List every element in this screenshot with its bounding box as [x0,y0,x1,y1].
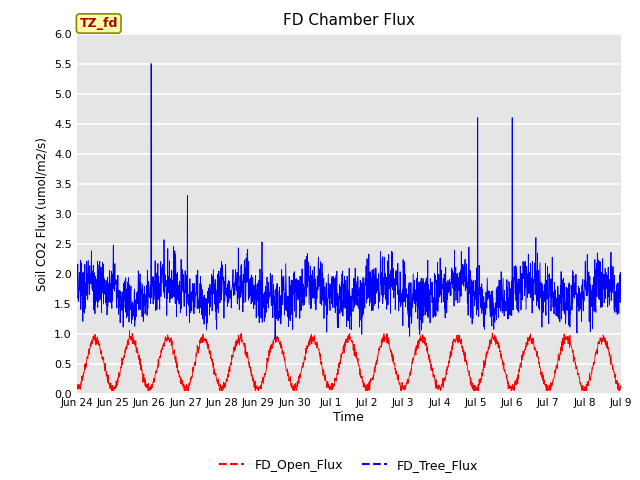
FD_Tree_Flux [147,60,155,66]
FD_Open_Flux [125,327,133,333]
FD_Tree_Flux [377,282,385,288]
X-axis label: Time: Time [333,411,364,424]
Title: FD Chamber Flux: FD Chamber Flux [283,13,415,28]
Line: FD_Tree_Flux: FD_Tree_Flux [77,63,621,339]
FD_Tree_Flux [225,298,232,304]
FD_Open_Flux [365,385,372,391]
Text: TZ_fd: TZ_fd [79,17,118,30]
FD_Tree_Flux [73,299,81,304]
FD_Open_Flux [617,384,625,390]
FD_Open_Flux [584,379,592,384]
Y-axis label: Soil CO2 Flux (umol/m2/s): Soil CO2 Flux (umol/m2/s) [36,137,49,290]
FD_Tree_Flux [508,287,515,293]
FD_Tree_Flux [617,288,625,294]
FD_Tree_Flux [271,336,279,342]
FD_Open_Flux [377,344,385,350]
Line: FD_Open_Flux: FD_Open_Flux [77,330,621,391]
FD_Tree_Flux [570,294,577,300]
FD_Open_Flux [508,388,515,394]
FD_Open_Flux [73,385,81,391]
FD_Open_Flux [570,349,577,355]
FD_Tree_Flux [584,279,592,285]
FD_Tree_Flux [365,251,372,257]
FD_Open_Flux [225,368,233,374]
Legend: FD_Open_Flux, FD_Tree_Flux: FD_Open_Flux, FD_Tree_Flux [214,454,483,477]
FD_Open_Flux [108,388,116,394]
